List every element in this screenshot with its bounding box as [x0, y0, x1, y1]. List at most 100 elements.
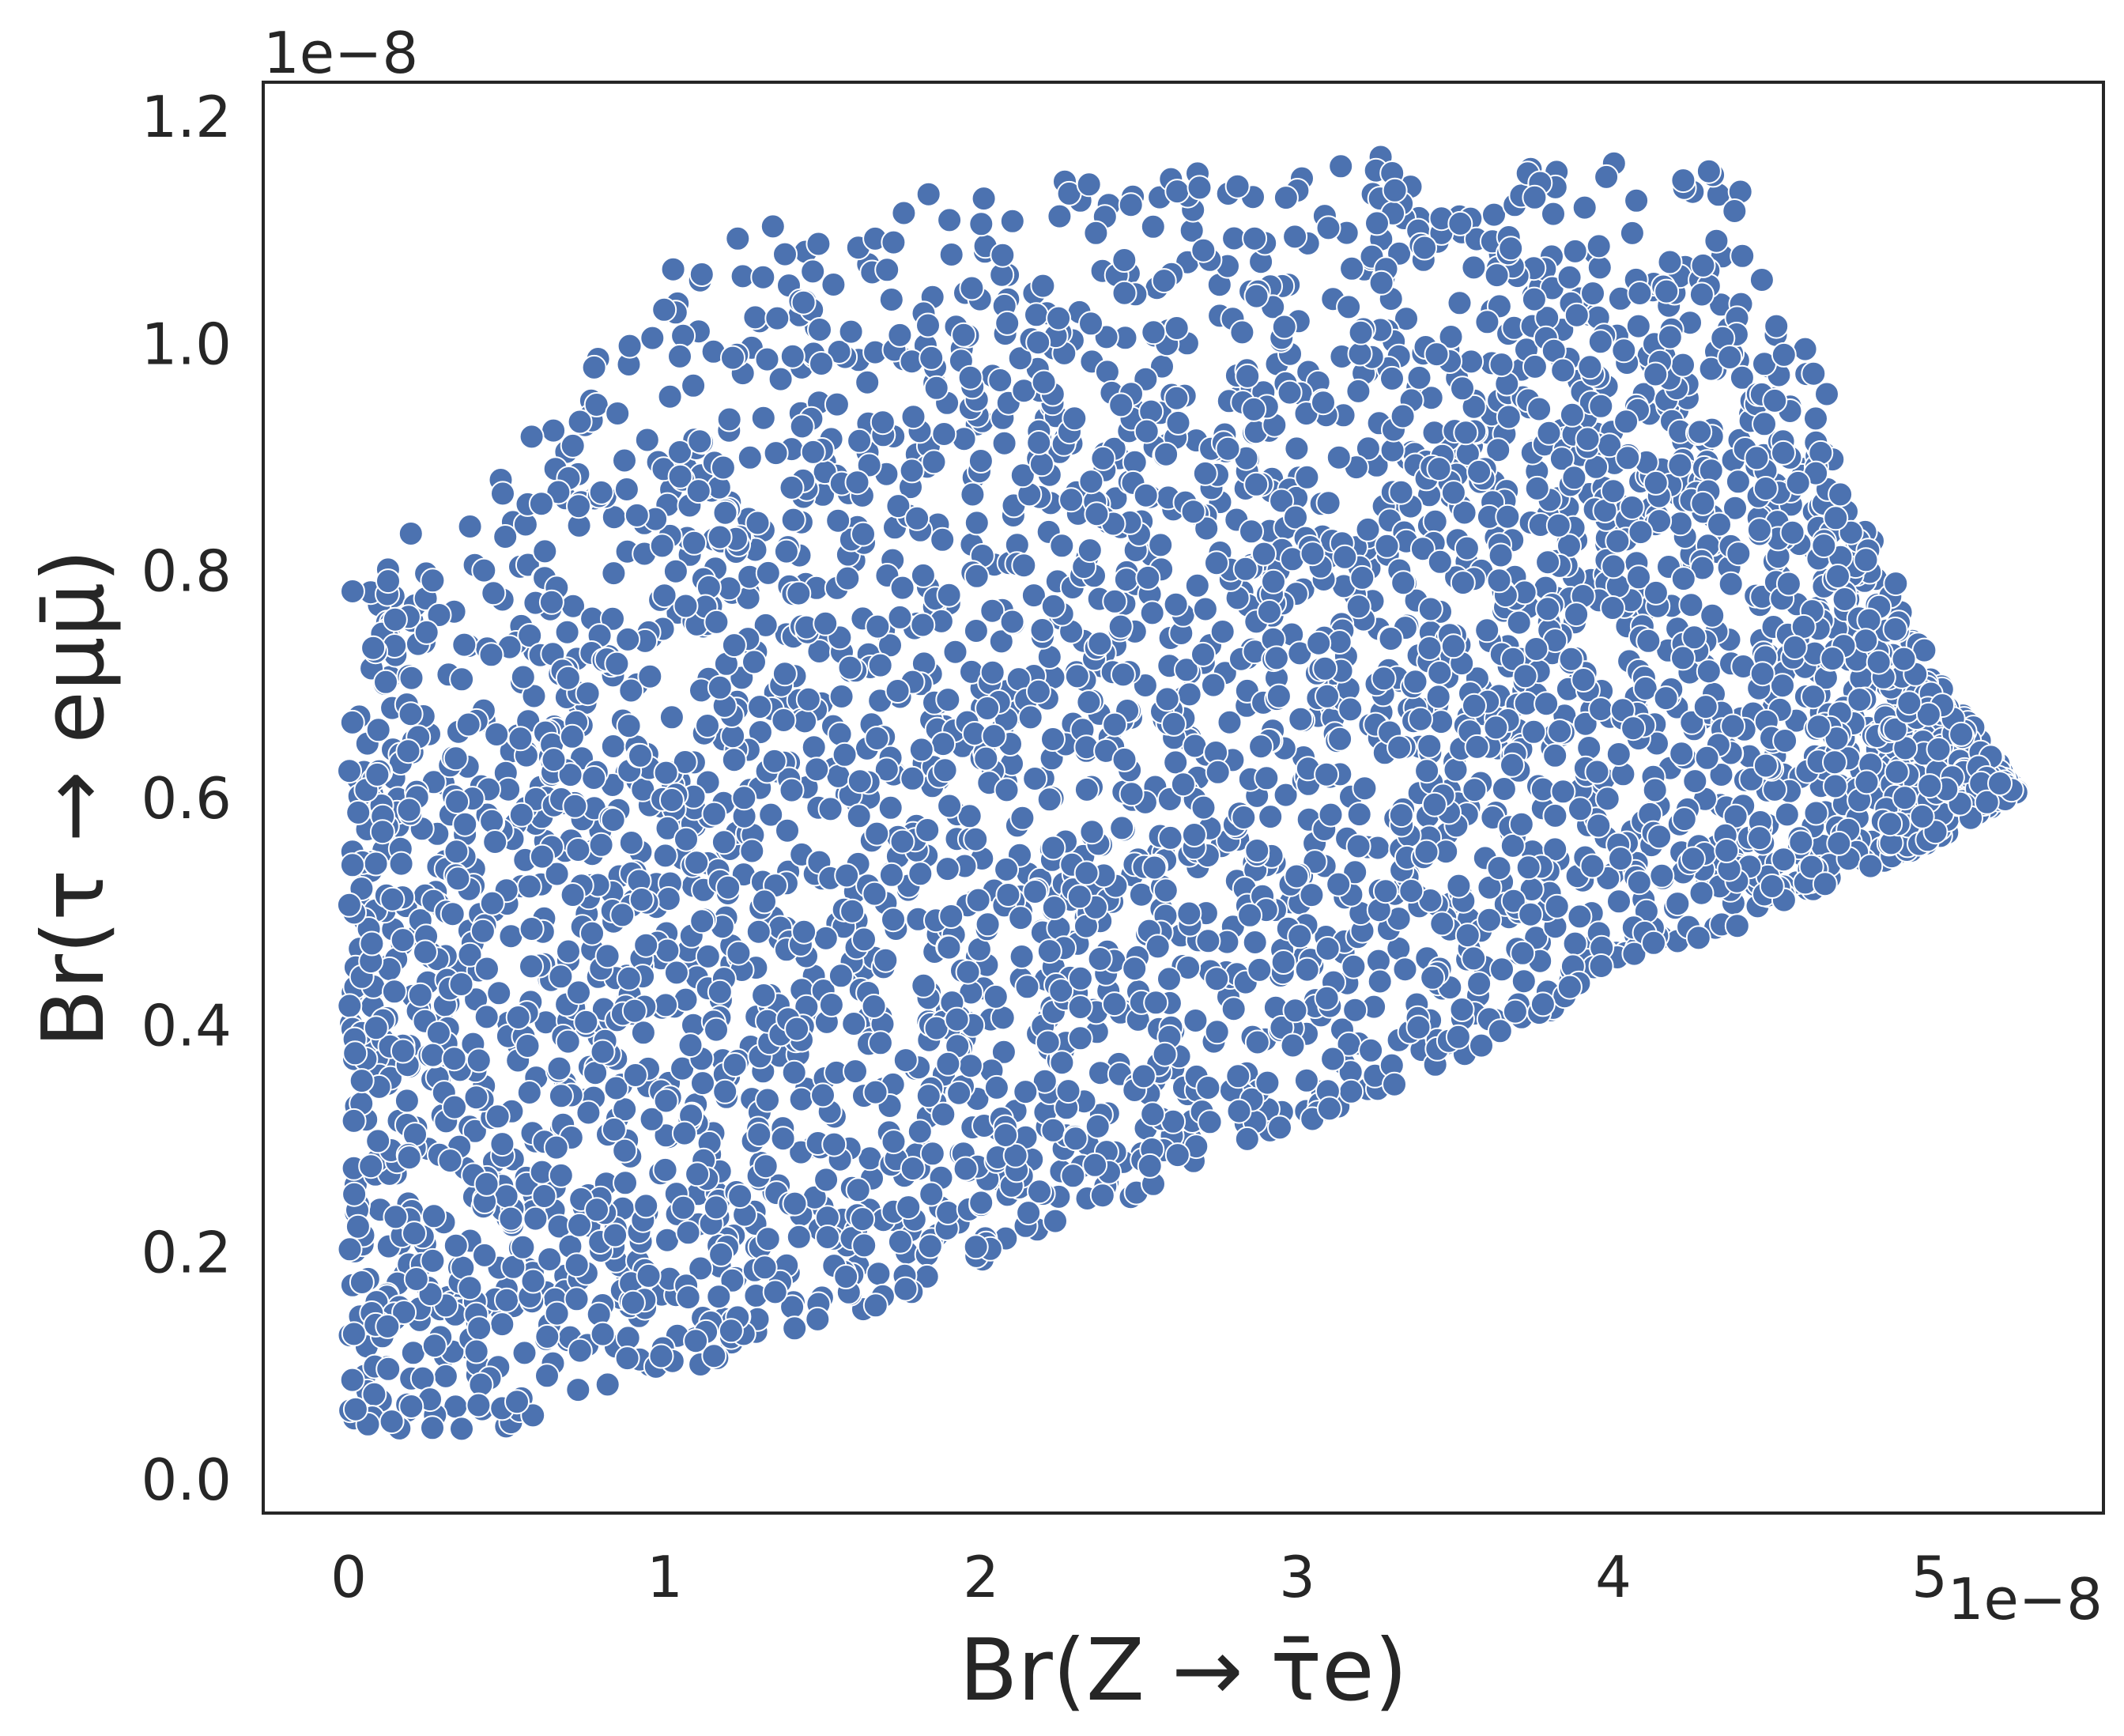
- scatter-point: [602, 1222, 628, 1248]
- scatter-point: [657, 383, 683, 409]
- scatter-point: [1148, 532, 1174, 558]
- scatter-point: [1462, 693, 1487, 719]
- scatter-point: [1828, 481, 1854, 508]
- scatter-point: [892, 1276, 919, 1302]
- scatter-point: [716, 406, 742, 432]
- scatter-point: [425, 1020, 451, 1046]
- scatter-point: [990, 1039, 1017, 1065]
- scatter-point: [1792, 336, 1818, 362]
- scatter-point: [507, 726, 534, 752]
- scatter-point: [1454, 535, 1480, 561]
- scatter-point: [1084, 501, 1110, 527]
- scatter-point: [1764, 313, 1790, 339]
- scatter-point: [1730, 243, 1756, 269]
- scatter-point: [349, 1068, 375, 1094]
- scatter-point: [1542, 742, 1568, 768]
- y-tick-label: 0.4: [141, 992, 232, 1059]
- scatter-point: [1192, 460, 1218, 486]
- scatter-point: [1152, 1041, 1178, 1067]
- scatter-point: [1746, 517, 1772, 543]
- scatter-point: [648, 1343, 674, 1369]
- scatter-point: [618, 830, 644, 855]
- scatter-point: [772, 241, 798, 267]
- scatter-point: [670, 1194, 696, 1221]
- scatter-point: [1256, 598, 1282, 625]
- scatter-point: [489, 1311, 515, 1338]
- scatter-point: [707, 524, 733, 550]
- y-tick-label: 0.2: [141, 1220, 232, 1286]
- scatter-point: [341, 1108, 367, 1134]
- scatter-point: [559, 723, 585, 749]
- scatter-point: [1244, 1029, 1270, 1055]
- scatter-point: [1022, 879, 1048, 904]
- scatter-point: [474, 956, 500, 982]
- scatter-point: [1564, 302, 1590, 328]
- scatter-point: [609, 902, 636, 928]
- scatter-point: [844, 470, 870, 496]
- scatter-point: [1584, 759, 1610, 785]
- scatter-point: [1559, 402, 1585, 428]
- scatter-point: [360, 635, 387, 661]
- scatter-point: [845, 1177, 871, 1203]
- scatter-point: [877, 794, 904, 821]
- scatter-point: [1087, 631, 1113, 657]
- scatter-point: [667, 343, 692, 369]
- scatter-point: [979, 659, 1005, 685]
- scatter-point: [1601, 553, 1627, 579]
- scatter-point: [1371, 666, 1397, 692]
- scatter-point: [398, 665, 424, 691]
- scatter-point: [1522, 353, 1548, 379]
- scatter-point: [1427, 660, 1453, 685]
- scatter-point: [862, 1079, 888, 1105]
- scatter-point: [616, 713, 642, 739]
- scatter-point: [1587, 329, 1613, 355]
- scatter-point: [614, 1345, 640, 1372]
- scatter-point: [1300, 541, 1326, 567]
- scatter-point: [1035, 1029, 1061, 1055]
- scatter-point: [510, 664, 536, 690]
- scatter-point: [633, 932, 659, 958]
- scatter-point: [1118, 192, 1144, 218]
- scatter-point: [1016, 1200, 1042, 1226]
- scatter-point: [337, 1236, 363, 1262]
- scatter-point: [1355, 516, 1381, 542]
- scatter-point: [919, 1141, 945, 1167]
- scatter-point: [1759, 874, 1785, 899]
- scatter-point: [762, 1279, 788, 1305]
- scatter-point: [1060, 1163, 1086, 1189]
- scatter-point: [1204, 1019, 1230, 1045]
- scatter-point: [1853, 628, 1879, 654]
- scatter-point: [548, 1162, 574, 1188]
- scatter-point: [1017, 704, 1043, 730]
- scatter-point: [1315, 215, 1341, 241]
- scatter-point: [1667, 511, 1693, 537]
- scatter-point: [807, 317, 832, 342]
- scatter-point: [953, 1156, 979, 1182]
- scatter-point: [983, 1074, 1009, 1100]
- scatter-point: [1041, 895, 1067, 921]
- scatter-point: [681, 530, 707, 556]
- scatter-point: [1814, 381, 1839, 407]
- scatter-point: [1550, 357, 1576, 383]
- scatter-point: [1280, 1032, 1306, 1059]
- scatter-point: [1073, 860, 1100, 886]
- scatter-point: [834, 862, 860, 889]
- scatter-point: [590, 1321, 616, 1347]
- scatter-point: [1165, 409, 1191, 436]
- scatter-point: [675, 1220, 701, 1246]
- scatter-point: [1495, 504, 1521, 530]
- scatter-point: [1345, 594, 1371, 620]
- scatter-point: [1594, 786, 1620, 812]
- scatter-point: [1119, 781, 1145, 807]
- scatter-point: [964, 510, 990, 536]
- scatter-point: [1029, 617, 1055, 643]
- scatter-point: [864, 821, 890, 847]
- scatter-point: [1853, 547, 1879, 573]
- scatter-point: [383, 1204, 409, 1230]
- scatter-point: [1820, 646, 1846, 672]
- scatter-point: [1561, 465, 1587, 491]
- scatter-point: [407, 982, 433, 1008]
- scatter-point: [1176, 900, 1202, 926]
- scatter-point: [479, 808, 505, 834]
- scatter-point: [1141, 855, 1168, 881]
